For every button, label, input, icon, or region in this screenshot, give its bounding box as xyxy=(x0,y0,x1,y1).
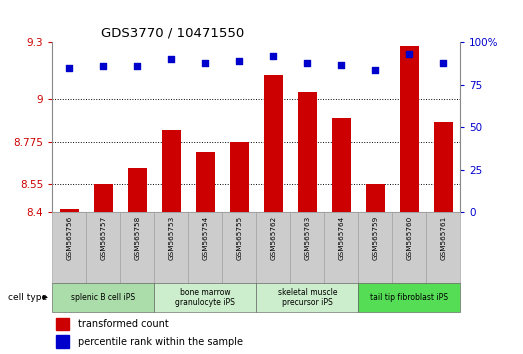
Text: GSM565761: GSM565761 xyxy=(440,216,446,260)
Point xyxy=(439,60,447,66)
Bar xyxy=(222,212,256,283)
Point xyxy=(65,65,73,71)
Bar xyxy=(56,335,70,348)
Text: GSM565755: GSM565755 xyxy=(236,216,242,260)
Bar xyxy=(128,168,146,212)
Bar xyxy=(264,75,282,212)
Text: bone marrow
granulocyte iPS: bone marrow granulocyte iPS xyxy=(175,288,235,307)
Bar xyxy=(332,118,350,212)
Text: GSM565762: GSM565762 xyxy=(270,216,276,260)
Bar xyxy=(52,212,86,283)
Text: cell type: cell type xyxy=(8,293,47,302)
Text: skeletal muscle
precursor iPS: skeletal muscle precursor iPS xyxy=(278,288,337,307)
Text: GSM565756: GSM565756 xyxy=(66,216,72,260)
Bar xyxy=(52,283,154,312)
Text: GSM565764: GSM565764 xyxy=(338,216,344,260)
Text: GSM565753: GSM565753 xyxy=(168,216,174,260)
Bar xyxy=(120,212,154,283)
Point xyxy=(201,60,209,66)
Text: GDS3770 / 10471550: GDS3770 / 10471550 xyxy=(101,27,245,40)
Text: GSM565759: GSM565759 xyxy=(372,216,378,260)
Bar xyxy=(290,212,324,283)
Text: GSM565754: GSM565754 xyxy=(202,216,208,260)
Bar xyxy=(256,212,290,283)
Bar xyxy=(60,209,78,212)
Point xyxy=(303,60,311,66)
Bar xyxy=(256,283,358,312)
Bar xyxy=(56,318,70,330)
Bar xyxy=(426,212,460,283)
Point xyxy=(133,63,141,69)
Point xyxy=(405,52,413,57)
Text: GSM565760: GSM565760 xyxy=(406,216,412,260)
Point xyxy=(269,53,277,59)
Bar xyxy=(366,184,384,212)
Bar xyxy=(196,152,214,212)
Bar xyxy=(358,212,392,283)
Text: tail tip fibroblast iPS: tail tip fibroblast iPS xyxy=(370,293,448,302)
Point xyxy=(371,67,379,73)
Text: splenic B cell iPS: splenic B cell iPS xyxy=(71,293,135,302)
Point xyxy=(167,57,175,62)
Text: transformed count: transformed count xyxy=(77,319,168,329)
Bar xyxy=(230,142,248,212)
Bar xyxy=(94,184,112,212)
Bar xyxy=(358,283,460,312)
Bar xyxy=(392,212,426,283)
Bar xyxy=(188,212,222,283)
Text: percentile rank within the sample: percentile rank within the sample xyxy=(77,337,243,347)
Bar xyxy=(154,212,188,283)
Point xyxy=(235,58,243,64)
Point xyxy=(99,63,108,69)
Bar xyxy=(324,212,358,283)
Text: GSM565757: GSM565757 xyxy=(100,216,106,260)
Bar xyxy=(162,130,180,212)
Bar xyxy=(400,46,418,212)
Bar xyxy=(86,212,120,283)
Text: GSM565758: GSM565758 xyxy=(134,216,140,260)
Bar xyxy=(154,283,256,312)
Bar xyxy=(298,92,316,212)
Point xyxy=(337,62,345,67)
Text: GSM565763: GSM565763 xyxy=(304,216,310,260)
Bar xyxy=(434,122,452,212)
